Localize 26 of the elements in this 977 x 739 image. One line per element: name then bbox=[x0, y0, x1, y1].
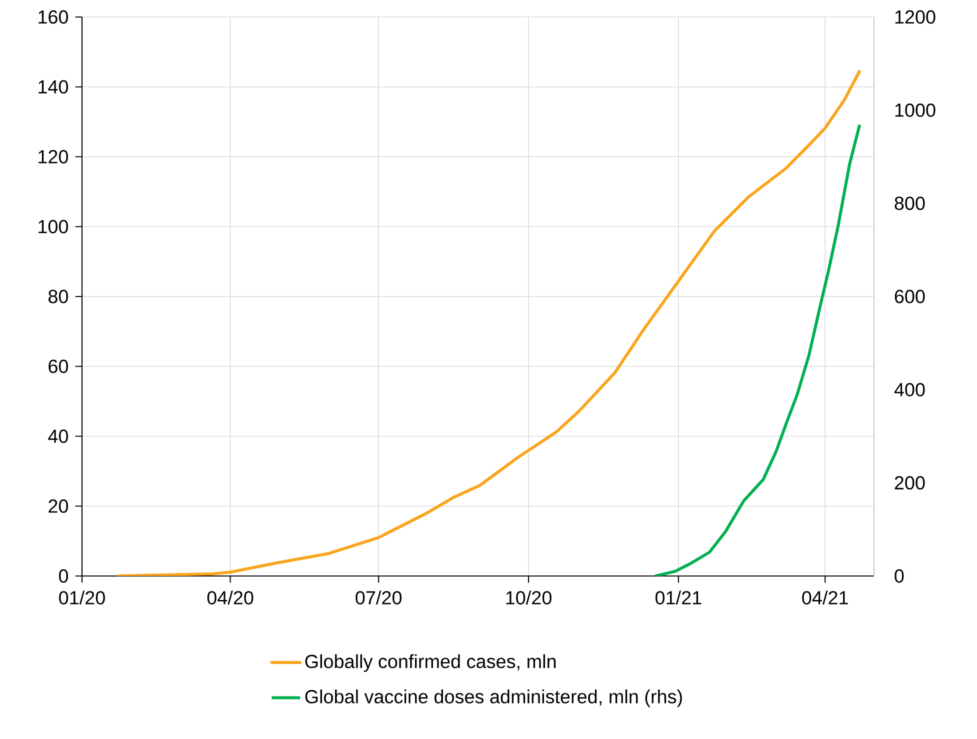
line-series bbox=[116, 70, 861, 576]
x-tick-label: 04/21 bbox=[802, 590, 848, 604]
y2-tick-label: 400 bbox=[894, 382, 925, 396]
y-tick-label: 120 bbox=[38, 150, 68, 164]
y-tick-label: 160 bbox=[38, 10, 68, 24]
x-tick-label: 01/21 bbox=[656, 590, 702, 604]
y-tick-label: 0 bbox=[58, 569, 68, 583]
y-tick-label: 100 bbox=[38, 220, 68, 234]
x-tick-label: 10/20 bbox=[506, 590, 552, 604]
legend-label: Globally confirmed cases, mln bbox=[305, 654, 556, 672]
y2-tick-label: 200 bbox=[894, 476, 925, 490]
y2-tick-label: 600 bbox=[894, 290, 925, 304]
line-series bbox=[654, 124, 861, 576]
y2-tick-label: 0 bbox=[894, 569, 904, 583]
y-tick-label: 80 bbox=[48, 290, 68, 304]
y-tick-label: 40 bbox=[48, 430, 68, 443]
legend-label: Global vaccine doses administered, mln (rhs) bbox=[305, 690, 682, 708]
x-tick-label: 01/20 bbox=[59, 590, 105, 604]
x-tick-label: 04/20 bbox=[207, 590, 254, 604]
y-tick-label: 140 bbox=[38, 80, 68, 94]
x-tick-label: 07/20 bbox=[356, 590, 402, 604]
y2-tick-label: 1000 bbox=[895, 103, 936, 117]
y-tick-label: 20 bbox=[48, 499, 68, 513]
y2-tick-label: 1200 bbox=[895, 10, 936, 24]
y2-tick-label: 800 bbox=[894, 196, 925, 210]
y-tick-label: 60 bbox=[48, 360, 68, 374]
